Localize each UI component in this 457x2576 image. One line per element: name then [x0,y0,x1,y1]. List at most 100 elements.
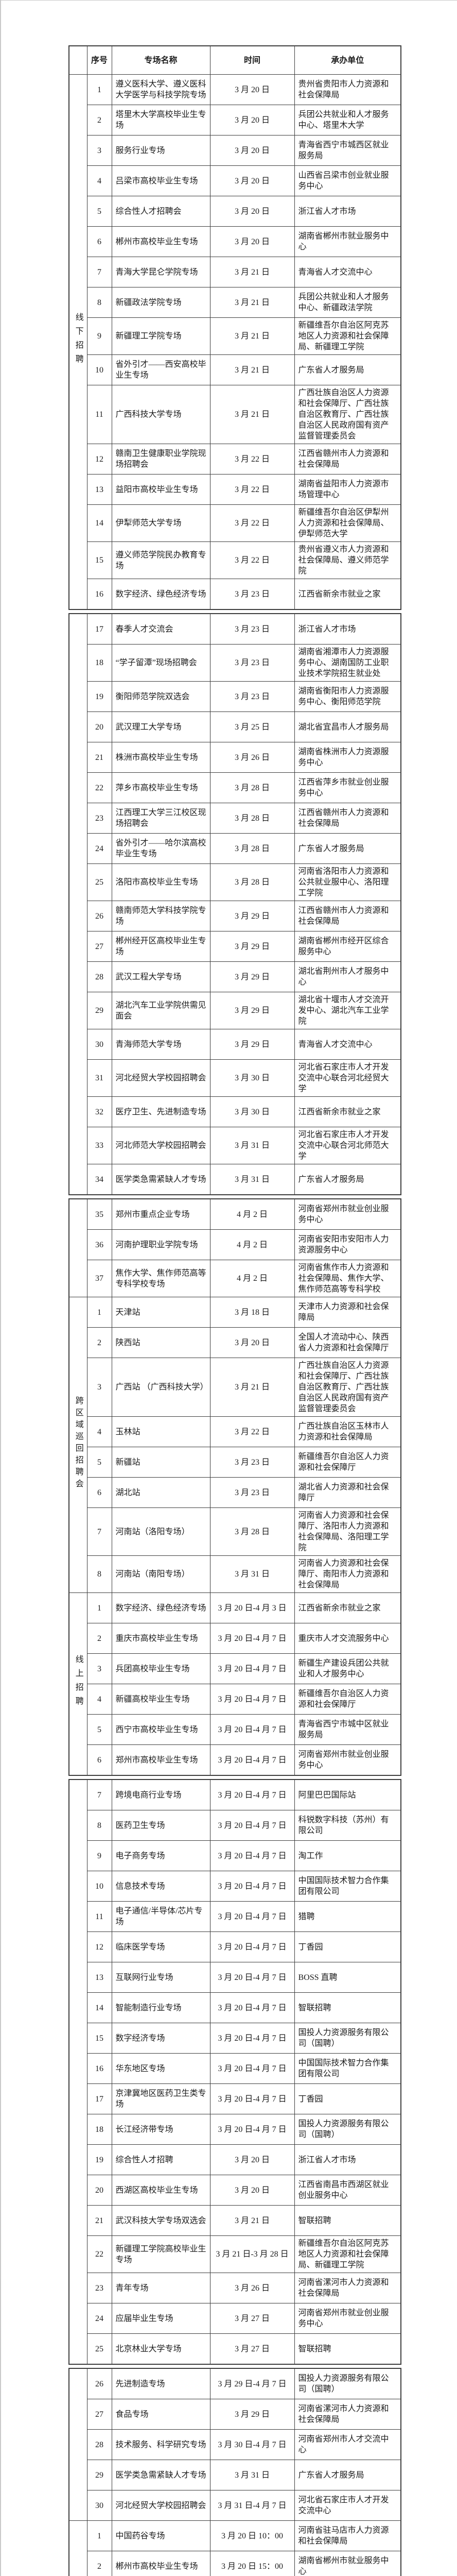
event-row: 6 郑州市高校毕业生专场 3 月 20 日-4 月 7 日河南省郑州市就业创业服务中… [69,1744,401,1776]
organizer-cell: 中国国际技术智力合作集团有限公司 [294,2053,401,2084]
event-row: 14 智能制造行业专场 3 月 20 日-4 月 7 日智联招聘 [69,1992,401,2023]
event-row: 3 服务行业专场 3 月 20 日青海省西宁市城西区就业服务局 [69,135,401,166]
header-row: 序号 专场名称 时间 承办单位 [68,45,401,75]
organizer-cell: 湖南省株洲市人力资源服务中心 [294,742,401,773]
event-row: 19 综合性人才招聘 3 月 20 日浙江省人才市场 [69,2144,401,2175]
index-cell: 26 [86,901,112,931]
group-block: 7 跨境电商行业专场 3 月 20 日-4 月 7 日阿里巴巴国际站 8 医药卫生专场 3… [68,1779,401,2365]
organizer-cell: 全国人才流动中心、陕西省人力资源和社会保障厅 [294,1327,401,1358]
event-name-cell: 信息技术专场 [111,1871,210,1902]
event-row: 16 华东地区专场 3 月 20 日-4 月 7 日中国国际技术智力合作集团有限公司 [69,2053,401,2084]
event-name-cell: 洛阳市高校毕业生专场 [111,863,210,901]
event-time-cell: 3 月 20 日-4 月 7 日 [209,1744,295,1776]
event-row: 5 西宁市高校毕业生专场 3 月 20 日-4 月 7 日青海省西宁市城中区就业服务… [69,1714,401,1745]
organizer-cell: 湖南省益阳市人力资源市场管理中心 [294,474,401,505]
event-name-cell: 河北经贸大学校园招聘会 [111,1059,210,1097]
event-time-cell: 4 月 2 日 [209,1198,295,1230]
index-cell: 6 [86,1477,112,1508]
index-cell: 30 [86,1029,112,1060]
event-time-cell: 3 月 23 日 [209,681,295,712]
event-time-cell: 3 月 20 日 [209,196,295,227]
index-cell: 4 [86,1684,112,1715]
index-cell: 3 [86,135,112,166]
organizer-cell: 浙江省人才市场 [294,613,401,645]
header-group-cell [68,45,87,75]
column-header-name: 专场名称 [111,45,210,75]
event-name-cell: 吕梁市高校毕业生专场 [111,165,210,196]
event-time-cell: 3 月 23 日 [209,644,295,682]
event-row: 22 新疆理工学院高校毕业生专场 3 月 21 日-3 月 28 日新疆维吾尔自治区… [69,2235,401,2273]
event-row: 26 赣南师范大学科技学院专场 3 月 29 日江西省赣州市人力资源和社会保障局 [69,901,401,931]
organizer-cell: 江西省萍乡市就业创业服务中心 [294,772,401,803]
organizer-cell: 湖北省人力资源和社会保障厅 [294,1477,401,1508]
index-cell: 25 [86,863,112,901]
organizer-cell: 中国国际技术智力合作集团有限公司 [294,1871,401,1902]
index-cell: 23 [86,2273,112,2303]
event-name-cell: 京津冀地区医药卫生类专场 [111,2083,210,2114]
index-cell: 37 [86,1260,112,1297]
index-cell: 12 [86,444,112,474]
group-block: 直播带岗1中国药谷专场3 月 20 日 10：00河南省驻马店市人力资源和社会保… [68,2520,401,2576]
event-time-cell: 3 月 28 日 [209,803,295,834]
event-row: 2 塔里木大学高校毕业生专场 3 月 20 日兵团公共就业和人才服务中心、塔里木大学 [69,105,401,135]
event-name-cell: 河南站（南阳专场） [111,1555,210,1593]
event-row: 30 河北经贸大学校园招聘会 3 月 31 日-4 月 7 日河北省石家庄市人才开发… [69,2490,401,2521]
organizer-cell: 兵团公共就业和人才服务中心、塔里木大学 [294,105,401,135]
event-time-cell: 3 月 22 日 [209,1416,295,1447]
index-cell: 16 [86,2053,112,2084]
event-time-cell: 3 月 20 日 15：00 [209,2551,295,2576]
index-cell: 15 [86,2023,112,2054]
event-time-cell: 3 月 20 日-4 月 7 日 [209,2053,295,2084]
organizer-cell: 湖南省湘潭市人力资源服务中心、湖南国防工业职业技术学院招生就业处 [294,644,401,682]
index-cell: 4 [86,1416,112,1447]
event-time-cell: 3 月 20 日-4 月 7 日 [209,1623,295,1654]
event-time-cell: 3 月 21 日 [209,1358,295,1417]
organizer-cell: 河北省石家庄市人才开发交流中心联合河北经贸大学 [294,1059,401,1097]
index-cell: 5 [86,196,112,227]
event-name-cell: 郴州市高校毕业生专场 [111,226,210,257]
organizer-cell: 浙江省人才市场 [294,196,401,227]
event-name-cell: 江西理工大学三江校区现场招聘会 [111,803,210,834]
index-cell: 18 [86,644,112,682]
index-cell: 8 [86,287,112,318]
index-cell: 16 [86,579,112,610]
event-row: 25 洛阳市高校毕业生专场 3 月 28 日河南省洛阳市人力资源和公共就业服中心、洛… [69,863,401,901]
event-name-cell: 塔里木大学高校毕业生专场 [111,105,210,135]
event-name-cell: 北京林业大学专场 [111,2333,210,2365]
event-time-cell: 3 月 20 日-4 月 7 日 [209,1714,295,1745]
event-time-cell: 3 月 20 日-4 月 7 日 [209,1684,295,1715]
event-name-cell: 遵义医科大学、遵义医科大学医学与科技学院专场 [111,74,210,105]
column-header-unit: 承办单位 [294,45,401,75]
organizer-cell: 湖南省郴州市就业服务中心 [294,2551,401,2576]
event-time-cell: 3 月 21 日 [209,257,295,287]
organizer-cell: 猎聘 [294,1901,401,1932]
event-name-cell: 益阳市高校毕业生专场 [111,474,210,505]
event-time-cell: 3 月 29 日 [209,2399,295,2430]
organizer-cell: 江西省新余市就业之家 [294,579,401,610]
organizer-cell: 新疆维吾尔自治区阿克苏地区人力资源和社会保障局、新疆理工学院 [294,2235,401,2273]
organizer-cell: 广东省人才服务局 [294,833,401,864]
organizer-cell: 国投人力资源服务有限公司（国聘） [294,2023,401,2054]
event-row: 32 医疗卫生、先进制造专场 3 月 30 日江西省新余市就业之家 [69,1096,401,1127]
index-cell: 32 [86,1096,112,1127]
event-name-cell: 新疆理工学院高校毕业生专场 [111,2235,210,2273]
organizer-cell: 河南省人力资源和社会保障厅、洛阳市人力资源和社会保障局、洛阳理工学院 [294,1507,401,1556]
event-row: 11 电子通信/半导体/芯片专场 3 月 20 日-4 月 7 日猎聘 [69,1901,401,1932]
index-cell: 3 [86,1653,112,1684]
event-row: 8 新疆政法学院专场 3 月 21 日兵团公共就业和人才服务中心、新疆政法学院 [69,287,401,318]
event-time-cell: 3 月 31 日 [209,1555,295,1593]
index-cell: 7 [86,1507,112,1556]
event-row: 36 河南护理职业学院专场 4 月 2 日河南省安阳市安阳市人力资源服务中心 [69,1229,401,1260]
event-name-cell: 应届毕业生专场 [111,2303,210,2334]
event-row: 18 “学子留潭”现场招聘会 3 月 23 日湖南省湘潭市人力资源服务中心、湖南国防… [69,644,401,682]
organizer-cell: 湖南省衡阳市人力资源服务中心、衡阳师范学院 [294,681,401,712]
event-row: 22 萍乡市高校毕业生专场 3 月 28 日江西省萍乡市就业创业服务中心 [69,772,401,803]
event-name-cell: 河北经贸大学校园招聘会 [111,2490,210,2521]
event-name-cell: 河南站（洛阳专场） [111,1507,210,1556]
event-time-cell: 3 月 21 日 [209,2205,295,2236]
organizer-cell: 天津市人力资源和社会保障局 [294,1297,401,1328]
organizer-cell: 青海省人才交流中心 [294,257,401,287]
event-name-cell: 数字经济、绿色经济专场 [111,579,210,610]
group-label-cell: 直播带岗 [68,2520,87,2576]
organizer-cell: 淘工作 [294,1840,401,1871]
